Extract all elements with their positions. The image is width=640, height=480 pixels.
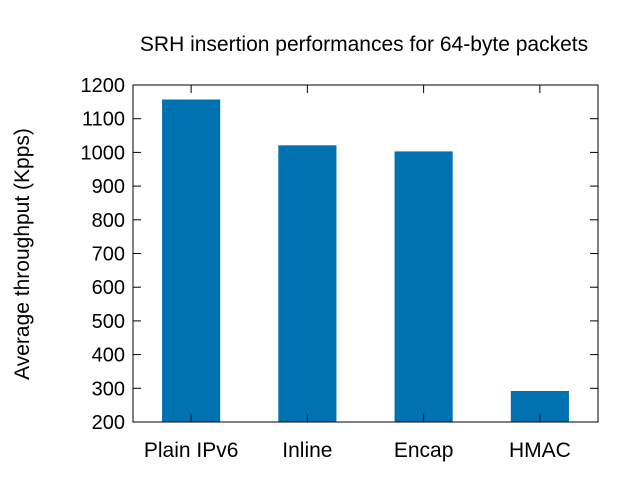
- y-tick-label: 200: [92, 412, 125, 434]
- y-tick-label: 400: [92, 345, 125, 367]
- x-tick-label: Plain IPv6: [144, 439, 239, 462]
- bars-group: [162, 99, 569, 422]
- plot-frame: [132, 84, 599, 423]
- x-tick-label: Inline: [282, 439, 332, 462]
- y-tick-label: 600: [92, 277, 125, 299]
- chart-title: SRH insertion performances for 64-byte p…: [140, 33, 588, 56]
- bar-inline: [278, 145, 337, 422]
- bar-encap: [394, 151, 453, 422]
- y-tick-label: 300: [92, 378, 125, 400]
- x-ticks-group: Plain IPv6 Inline Encap HMAC: [144, 85, 571, 462]
- y-tick-label: 700: [92, 244, 125, 266]
- y-tick-label: 800: [92, 210, 125, 232]
- y-tick-label: 500: [92, 311, 125, 333]
- y-tick-label: 1200: [81, 75, 126, 97]
- y-tick-label: 1000: [81, 142, 126, 164]
- bar-plain-ipv6: [162, 99, 221, 422]
- x-tick-label: HMAC: [509, 439, 571, 462]
- y-tick-label: 900: [92, 176, 125, 198]
- y-tick-label: 1100: [82, 109, 125, 131]
- x-tick-label: Encap: [394, 439, 454, 462]
- y-axis-label: Average throughput (Kpps): [11, 128, 34, 380]
- y-ticks-group: 200 300 400 500 600 700 800 900 1000 1100 1200: [81, 75, 598, 434]
